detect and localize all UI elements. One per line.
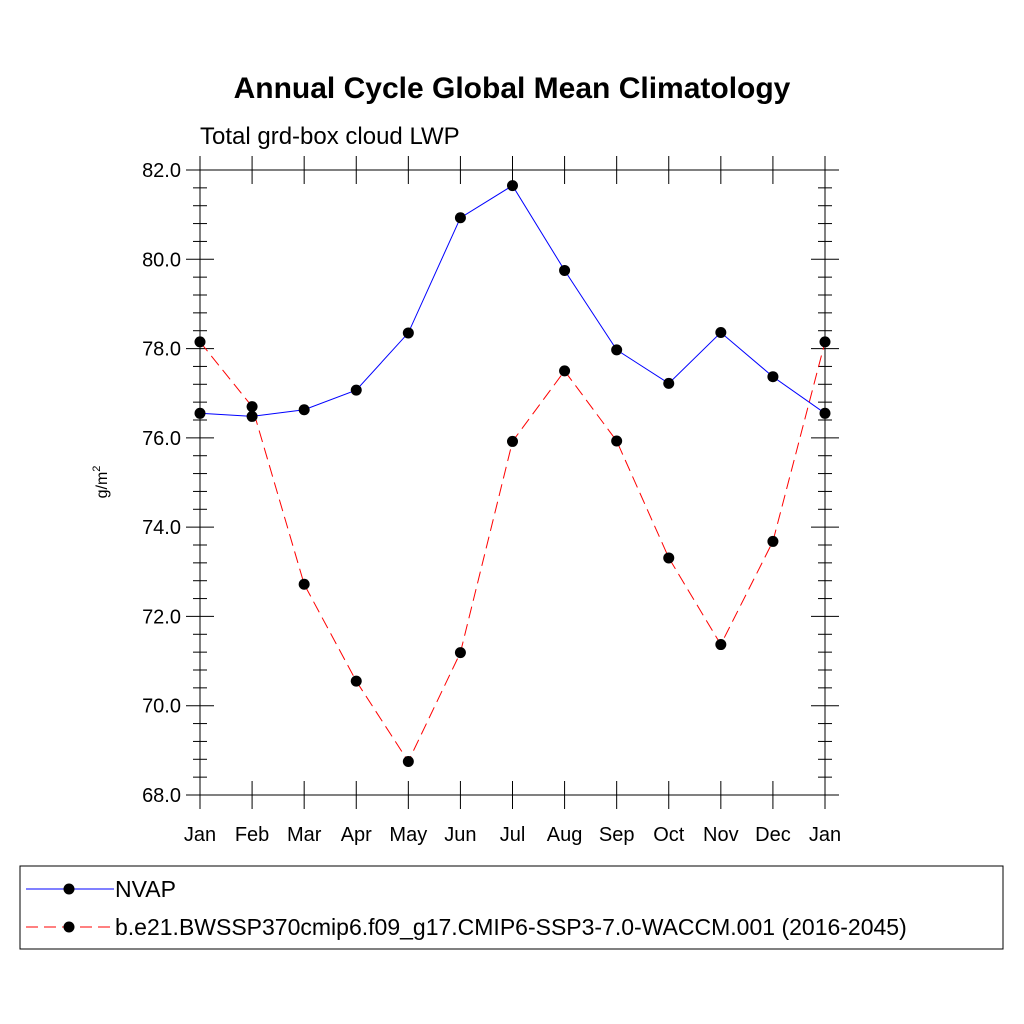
x-tick-label: Jul <box>500 824 526 846</box>
series-0-point <box>715 327 727 338</box>
x-tick-label: Feb <box>235 824 269 846</box>
series-1-point <box>454 647 466 659</box>
svg-text:g/m2: g/m2 <box>91 466 111 499</box>
legend: NVAP b.e21.BWSSP370cmip6.f09_g17.CMIP6-S… <box>19 865 1004 950</box>
legend-box <box>19 865 1004 950</box>
y-tick-label: 76.0 <box>142 428 181 450</box>
plot-frame <box>199 169 826 796</box>
chart-subtitle: Total grd-box cloud LWP <box>200 123 460 150</box>
series-lines <box>199 184 826 763</box>
series-1-point <box>715 639 727 651</box>
x-tick-label: Mar <box>287 824 322 846</box>
x-tick-label: Jun <box>444 824 476 846</box>
series-1-point <box>559 365 571 377</box>
legend-marker-waccm <box>63 921 75 933</box>
series-0-point <box>507 180 518 192</box>
series-line-1 <box>199 341 826 763</box>
x-tick-labels: Jan Feb Mar Apr May Jun Jul Aug Sep Oct Nov Dec Jan <box>184 824 841 846</box>
series-1-point <box>663 552 675 564</box>
series-1-point <box>298 578 310 590</box>
x-tick-label: Dec <box>755 824 791 846</box>
series-1-point <box>507 435 518 447</box>
series-0-point <box>559 264 571 276</box>
series-0-point <box>298 404 310 416</box>
x-tick-label: Nov <box>703 824 739 846</box>
series-1-point <box>350 675 362 687</box>
x-tick-label: Apr <box>341 824 372 846</box>
x-tick-label: Aug <box>547 824 583 846</box>
y-tick-label: 74.0 <box>142 517 181 539</box>
y-tick-label: 82.0 <box>142 160 181 182</box>
y-tick-labels: 68.0 70.0 72.0 74.0 76.0 78.0 80.0 82.0 <box>142 160 181 807</box>
series-0-point <box>454 212 466 224</box>
series-1-point <box>611 435 623 447</box>
x-tick-label: Sep <box>599 824 635 846</box>
chart-title: Annual Cycle Global Mean Climatology <box>234 72 791 105</box>
y-axis-label: g/m2 <box>91 466 111 499</box>
x-tick-label: Jan <box>184 824 216 846</box>
y-tick-label: 72.0 <box>142 606 181 628</box>
series-1-point <box>767 535 779 547</box>
series-0-point <box>246 410 258 422</box>
x-tick-label: Oct <box>653 824 685 846</box>
legend-label-nvap: NVAP <box>115 876 176 902</box>
x-tick-label: May <box>389 824 427 846</box>
x-tick-label: Jan <box>809 824 841 846</box>
y-tick-label: 70.0 <box>142 696 181 718</box>
y-tick-label: 80.0 <box>142 249 181 271</box>
series-1-point <box>246 401 258 413</box>
legend-label-waccm: b.e21.BWSSP370cmip6.f09_g17.CMIP6-SSP3-7… <box>115 914 907 940</box>
major-ticks <box>186 156 839 809</box>
y-tick-label: 68.0 <box>142 785 181 807</box>
y-axis-label-superscript: 2 <box>91 466 103 472</box>
series-0-point <box>350 384 362 396</box>
y-axis-label-text: g/m <box>94 472 111 499</box>
series-1-point <box>402 756 414 768</box>
series-0-point <box>611 344 623 356</box>
series-markers <box>194 180 831 768</box>
series-0-point <box>402 327 414 339</box>
series-line-0 <box>199 184 826 417</box>
legend-marker-nvap <box>63 883 75 895</box>
series-0-point <box>767 371 779 383</box>
series-0-point <box>663 377 675 389</box>
minor-ticks <box>193 187 832 778</box>
y-tick-label: 78.0 <box>142 339 181 361</box>
